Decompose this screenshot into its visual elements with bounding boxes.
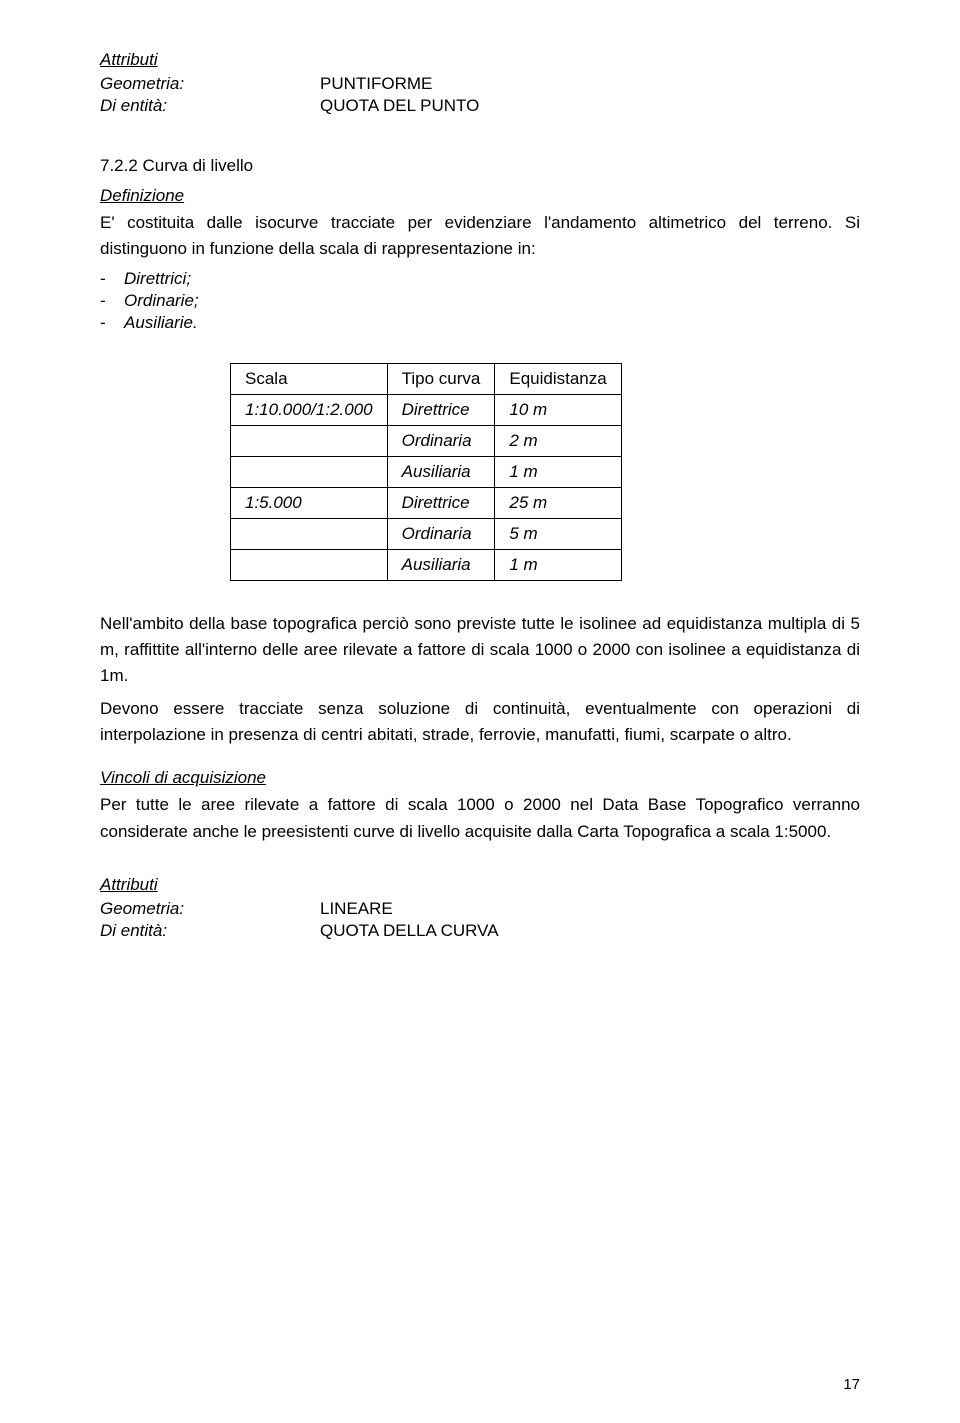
list-item: Direttrici;: [124, 269, 860, 289]
table-cell: Direttrice: [387, 394, 495, 425]
page: Attributi Geometria: PUNTIFORME Di entit…: [0, 0, 960, 1423]
table-header-cell: Equidistanza: [495, 363, 621, 394]
table-cell: [231, 518, 388, 549]
table-cell: Ausiliaria: [387, 456, 495, 487]
table-cell: [231, 425, 388, 456]
body-paragraph: Per tutte le aree rilevate a fattore di …: [100, 792, 860, 845]
definizione-heading: Definizione: [100, 186, 860, 206]
table-row: 1:5.000 Direttrice 25 m: [231, 487, 622, 518]
bullet-list: Direttrici; Ordinarie; Ausiliarie.: [100, 269, 860, 333]
table-cell: Ordinaria: [387, 425, 495, 456]
attr-value: QUOTA DEL PUNTO: [320, 96, 479, 116]
body-paragraph: E' costituita dalle isocurve tracciate p…: [100, 210, 860, 263]
attr-row: Geometria: PUNTIFORME: [100, 74, 860, 94]
attr-value: PUNTIFORME: [320, 74, 432, 94]
body-paragraph: Nell'ambito della base topografica perci…: [100, 611, 860, 690]
table-cell: 1:10.000/1:2.000: [231, 394, 388, 425]
attr-label: Geometria:: [100, 74, 320, 94]
attr-row: Geometria: LINEARE: [100, 899, 860, 919]
table-cell: 1:5.000: [231, 487, 388, 518]
table-row: Ordinaria 2 m: [231, 425, 622, 456]
table-cell: Direttrice: [387, 487, 495, 518]
table-header-cell: Scala: [231, 363, 388, 394]
section-title: 7.2.2 Curva di livello: [100, 156, 860, 176]
attr-row: Di entità: QUOTA DEL PUNTO: [100, 96, 860, 116]
attributi-heading-top: Attributi: [100, 50, 860, 70]
table-row: 1:10.000/1:2.000 Direttrice 10 m: [231, 394, 622, 425]
attributi-heading-bottom: Attributi: [100, 875, 860, 895]
table-cell: 10 m: [495, 394, 621, 425]
table-cell: 1 m: [495, 456, 621, 487]
body-paragraph: Devono essere tracciate senza soluzione …: [100, 696, 860, 749]
attr-value: QUOTA DELLA CURVA: [320, 921, 499, 941]
table-cell: 2 m: [495, 425, 621, 456]
table-row: Ordinaria 5 m: [231, 518, 622, 549]
attr-row: Di entità: QUOTA DELLA CURVA: [100, 921, 860, 941]
table-cell: [231, 456, 388, 487]
attr-value: LINEARE: [320, 899, 393, 919]
equidistanza-table: Scala Tipo curva Equidistanza 1:10.000/1…: [230, 363, 622, 581]
table-cell: Ordinaria: [387, 518, 495, 549]
table-cell: 25 m: [495, 487, 621, 518]
page-number: 17: [843, 1376, 860, 1393]
attr-label: Di entità:: [100, 921, 320, 941]
table-header-cell: Tipo curva: [387, 363, 495, 394]
list-item: Ordinarie;: [124, 291, 860, 311]
table-cell: Ausiliaria: [387, 549, 495, 580]
attr-label: Di entità:: [100, 96, 320, 116]
list-item: Ausiliarie.: [124, 313, 860, 333]
table-cell: [231, 549, 388, 580]
table-cell: 5 m: [495, 518, 621, 549]
table-row: Ausiliaria 1 m: [231, 549, 622, 580]
vincoli-heading: Vincoli di acquisizione: [100, 768, 860, 788]
table-header-row: Scala Tipo curva Equidistanza: [231, 363, 622, 394]
attr-label: Geometria:: [100, 899, 320, 919]
table-row: Ausiliaria 1 m: [231, 456, 622, 487]
table-cell: 1 m: [495, 549, 621, 580]
